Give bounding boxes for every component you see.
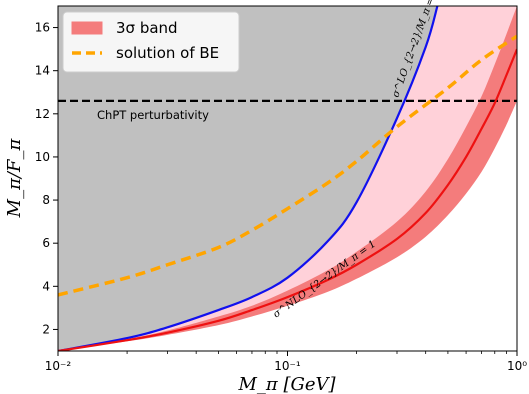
x-axis-label: M_π [GeV] bbox=[237, 374, 336, 394]
plot-area bbox=[58, 6, 517, 351]
legend-band-swatch bbox=[71, 21, 103, 35]
y-tick-label: 6 bbox=[42, 236, 50, 250]
legend-box bbox=[62, 11, 240, 73]
x-tick-label: 10⁻² bbox=[45, 359, 72, 373]
excluded-region-gray bbox=[58, 6, 438, 351]
y-axis-label: M_π/F_π bbox=[4, 138, 25, 219]
legend: 3σ band solution of BE bbox=[62, 11, 240, 73]
region-between-curves-pink bbox=[58, 6, 517, 351]
y-axis-ticks: 2 4 6 8 10 12 14 16 bbox=[35, 21, 58, 336]
x-axis-ticks: 10⁻² 10⁻¹ 10⁰ bbox=[45, 351, 527, 373]
y-tick-label: 10 bbox=[35, 150, 50, 164]
y-tick-label: 14 bbox=[35, 64, 50, 78]
y-tick-label: 8 bbox=[42, 193, 50, 207]
x-tick-label: 10⁰ bbox=[507, 359, 527, 373]
boltzmann-equation-solution-curve bbox=[58, 34, 517, 297]
x-tick-label: 10⁻¹ bbox=[274, 359, 301, 373]
legend-be-label: solution of BE bbox=[116, 44, 219, 62]
y-tick-label: 4 bbox=[42, 279, 50, 293]
lo-cross-section-curve bbox=[58, 6, 439, 351]
y-tick-label: 2 bbox=[42, 322, 50, 336]
y-tick-label: 16 bbox=[35, 21, 50, 35]
chpt-perturbativity-label: ChPT perturbativity bbox=[97, 108, 209, 122]
y-tick-label: 12 bbox=[35, 107, 50, 121]
nlo-cross-section-curve bbox=[58, 48, 517, 351]
legend-band-label: 3σ band bbox=[116, 19, 178, 37]
